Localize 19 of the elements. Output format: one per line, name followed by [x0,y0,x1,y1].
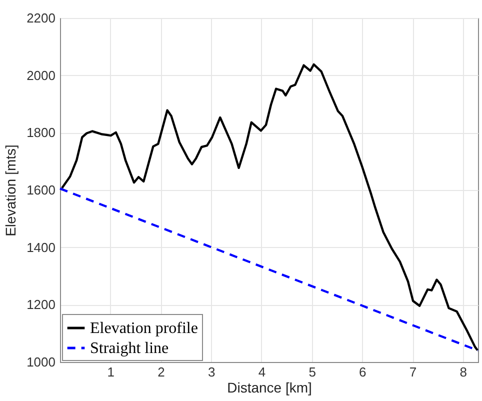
legend-label: Elevation profile [90,320,198,337]
y-tick-label: 1600 [26,182,56,198]
y-tick-label: 1000 [26,354,56,370]
y-tick-label: 1200 [26,297,56,312]
y-tick-label: 1400 [26,240,56,255]
x-tick-label: 8 [460,364,468,380]
x-tick-label: 7 [409,364,417,380]
x-axis-title: Distance [km] [227,380,312,396]
x-tick-label: 3 [208,364,216,380]
y-axis-title: Elevation [mts] [2,144,19,236]
legend-label: Straight line [90,340,169,357]
y-tick-label: 1800 [26,125,56,140]
x-tick-label: 4 [258,364,266,380]
x-tick-label: 6 [359,364,366,380]
y-tick-label: 2200 [26,10,56,26]
x-tick-label: 5 [308,364,316,380]
x-tick-label: 1 [107,364,114,380]
x-tick-label: 2 [158,364,165,380]
y-tick-label: 2000 [26,68,56,83]
